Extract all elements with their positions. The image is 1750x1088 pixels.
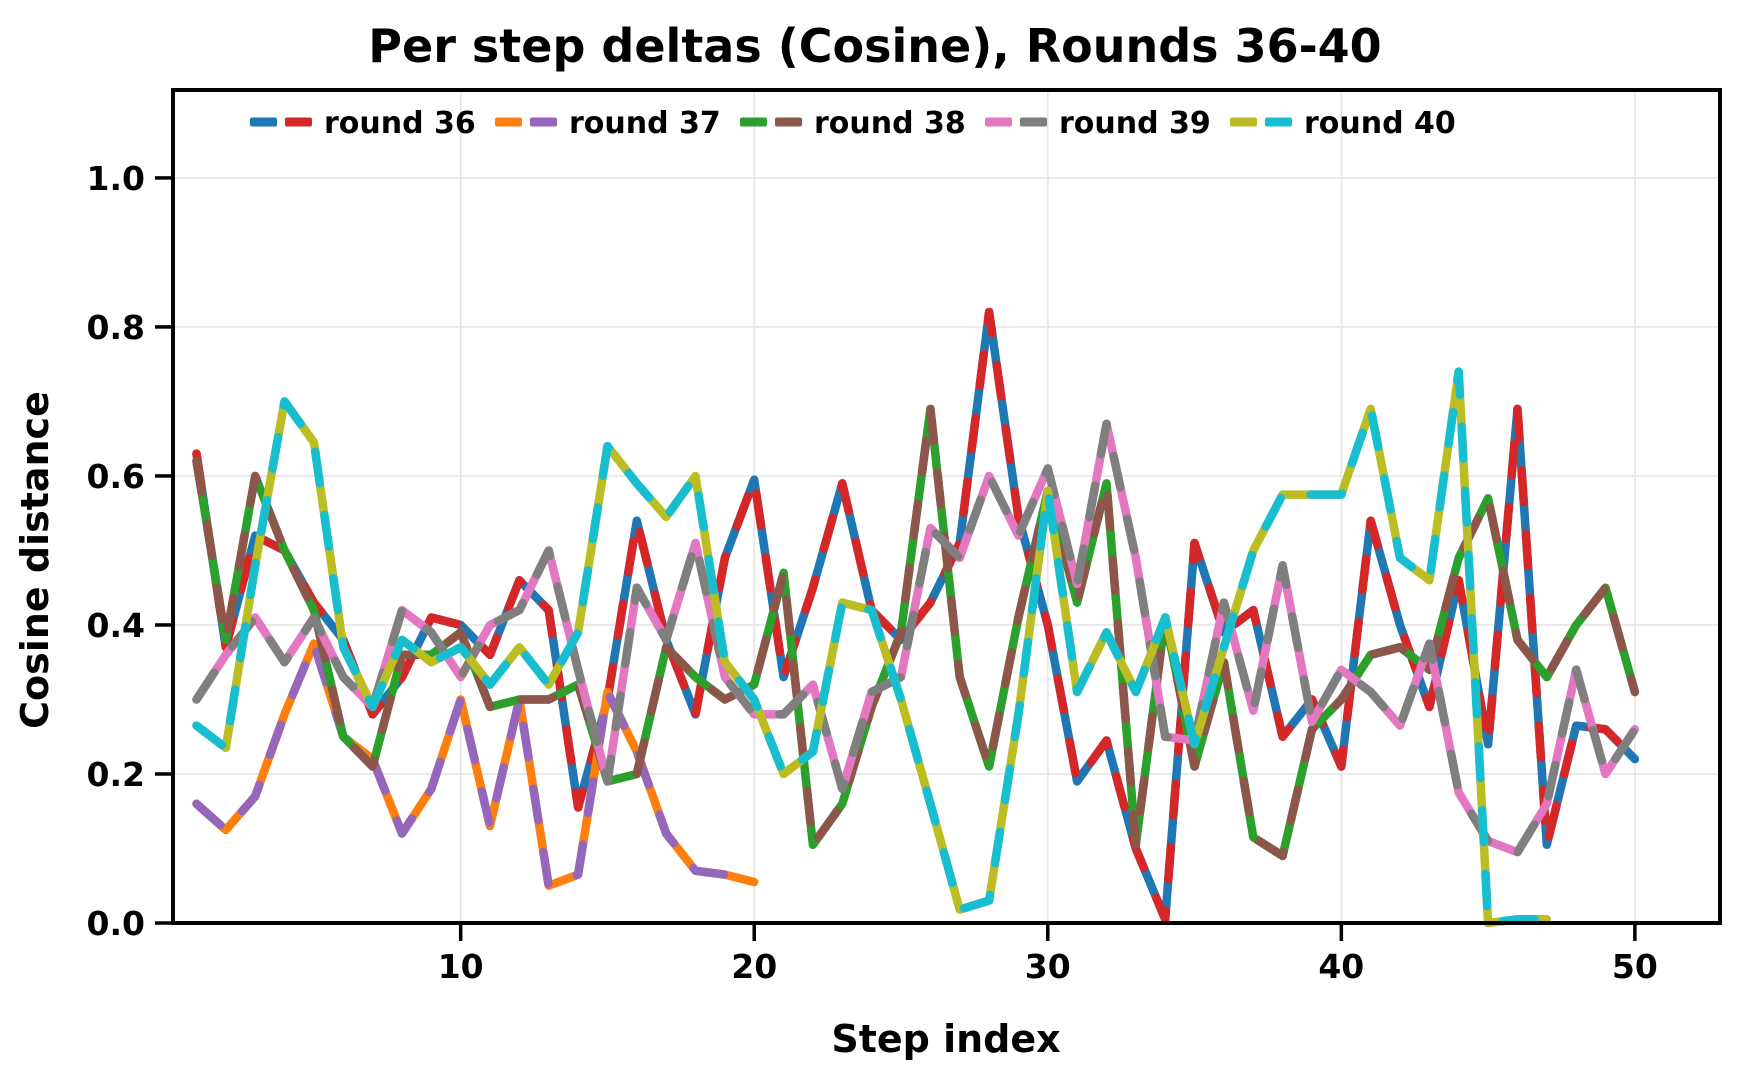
line-round-38-dash	[192, 404, 1640, 861]
tick-marks-and-labels: 10 20 30 40 50 0.0 0.2 0.4 0.6 0.8 1.0	[87, 159, 1658, 986]
legend-item-round-40: round 40	[1230, 106, 1456, 141]
chart-title: Per step deltas (Cosine), Rounds 36-40	[368, 19, 1381, 73]
line-round-37-dash	[192, 639, 759, 890]
legend-label: round 36	[324, 106, 476, 141]
y-tick-label: 0.8	[87, 308, 145, 347]
legend-dash-icon	[775, 117, 802, 127]
line-round-39-dash	[192, 419, 1640, 857]
legend-item-round-36: round 36	[250, 106, 476, 141]
legend-dash-icon	[1265, 117, 1292, 127]
legend: round 36 round 37 round 38 round 39 round 40	[250, 106, 1456, 141]
y-tick-label: 0.6	[87, 457, 145, 496]
legend-item-round-39: round 39	[985, 106, 1211, 141]
legend-dash-icon	[1230, 117, 1257, 127]
x-tick-label: 20	[731, 947, 777, 986]
legend-label: round 37	[569, 106, 721, 141]
legend-label: round 39	[1059, 106, 1211, 141]
y-tick-label: 0.4	[87, 606, 145, 645]
legend-dash-icon	[1020, 117, 1047, 127]
legend-item-round-38: round 38	[740, 106, 966, 141]
axes-frame	[171, 88, 1722, 925]
x-tick-label: 40	[1318, 947, 1364, 986]
legend-dash-icon	[250, 117, 277, 127]
x-tick-label: 30	[1025, 947, 1071, 986]
legend-label: round 40	[1304, 106, 1456, 141]
x-axis-label: Step index	[831, 1017, 1060, 1061]
plot-border	[171, 88, 1722, 925]
y-tick-label: 0.0	[87, 904, 145, 943]
legend-label: round 38	[814, 106, 966, 141]
line-round-40-dash	[192, 367, 1552, 928]
legend-dash-icon	[495, 117, 522, 127]
x-tick-label: 10	[438, 947, 484, 986]
legend-dash-icon	[740, 117, 767, 127]
y-tick-label: 0.2	[87, 755, 145, 794]
legend-dash-icon	[530, 117, 557, 127]
y-axis-label: Cosine distance	[13, 391, 57, 729]
legend-item-round-37: round 37	[495, 106, 721, 141]
legend-dash-icon	[985, 117, 1012, 127]
line-round-39-base	[192, 419, 1640, 857]
x-tick-label: 50	[1612, 947, 1658, 986]
series-lines	[192, 307, 1640, 928]
y-tick-label: 1.0	[87, 159, 145, 198]
legend-dash-icon	[285, 117, 312, 127]
